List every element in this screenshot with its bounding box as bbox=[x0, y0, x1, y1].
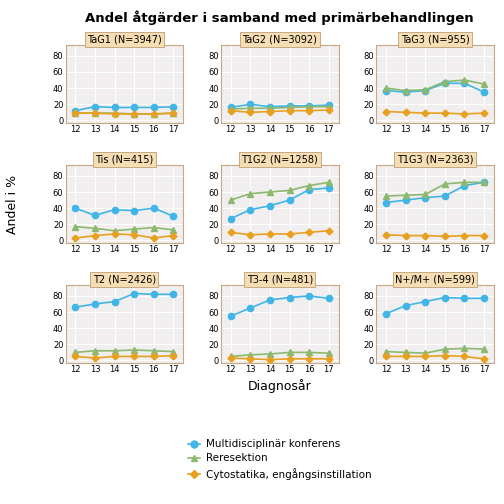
Title: Tis (N=415): Tis (N=415) bbox=[95, 155, 154, 165]
Legend: Multidisciplinär konferens, Reresektion, Cytostatika, engångsinstillation: Multidisciplinär konferens, Reresektion,… bbox=[183, 435, 376, 484]
Text: Andel åtgärder i samband med primärbehandlingen: Andel åtgärder i samband med primärbehan… bbox=[85, 11, 474, 25]
Text: Diagnosår: Diagnosår bbox=[248, 379, 311, 393]
Title: TaG3 (N=955): TaG3 (N=955) bbox=[401, 35, 469, 44]
Title: T2 (N=2426): T2 (N=2426) bbox=[93, 275, 156, 285]
Title: T1G3 (N=2363): T1G3 (N=2363) bbox=[397, 155, 473, 165]
Text: Andel i %: Andel i % bbox=[6, 174, 19, 234]
Title: T3-4 (N=481): T3-4 (N=481) bbox=[246, 275, 313, 285]
Title: T1G2 (N=1258): T1G2 (N=1258) bbox=[241, 155, 318, 165]
Title: N+/M+ (N=599): N+/M+ (N=599) bbox=[395, 275, 475, 285]
Title: TaG1 (N=3947): TaG1 (N=3947) bbox=[87, 35, 162, 44]
Title: TaG2 (N=3092): TaG2 (N=3092) bbox=[242, 35, 317, 44]
